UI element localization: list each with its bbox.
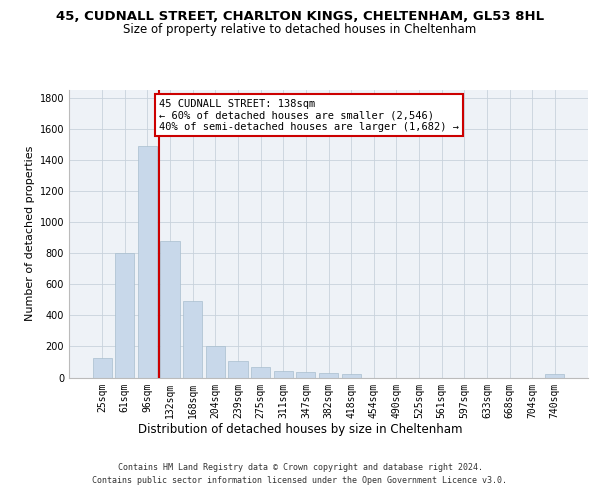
Bar (251, 368, 270, 378)
Text: Contains HM Land Registry data © Crown copyright and database right 2024.: Contains HM Land Registry data © Crown c… (118, 462, 482, 471)
Text: 45 CUDNALL STREET: 138sqm
← 60% of detached houses are smaller (2,546)
40% of se: 45 CUDNALL STREET: 138sqm ← 60% of detac… (159, 98, 459, 132)
Bar (160, 240, 180, 378)
Bar (115, 253, 134, 378)
Bar (341, 374, 361, 378)
Bar (138, 146, 157, 378)
Text: 45, CUDNALL STREET, CHARLTON KINGS, CHELTENHAM, GL53 8HL: 45, CUDNALL STREET, CHARLTON KINGS, CHEL… (56, 10, 544, 23)
Text: Distribution of detached houses by size in Cheltenham: Distribution of detached houses by size … (138, 422, 462, 436)
Text: Size of property relative to detached houses in Cheltenham: Size of property relative to detached ho… (124, 22, 476, 36)
Bar (319, 373, 338, 378)
Text: Contains public sector information licensed under the Open Government Licence v3: Contains public sector information licen… (92, 476, 508, 485)
Bar (274, 370, 293, 378)
Bar (545, 374, 565, 378)
Bar (296, 372, 316, 378)
Y-axis label: Number of detached properties: Number of detached properties (25, 146, 35, 322)
Bar (229, 361, 248, 378)
Bar (92, 358, 112, 378)
Bar (206, 346, 225, 378)
Bar (183, 302, 202, 378)
